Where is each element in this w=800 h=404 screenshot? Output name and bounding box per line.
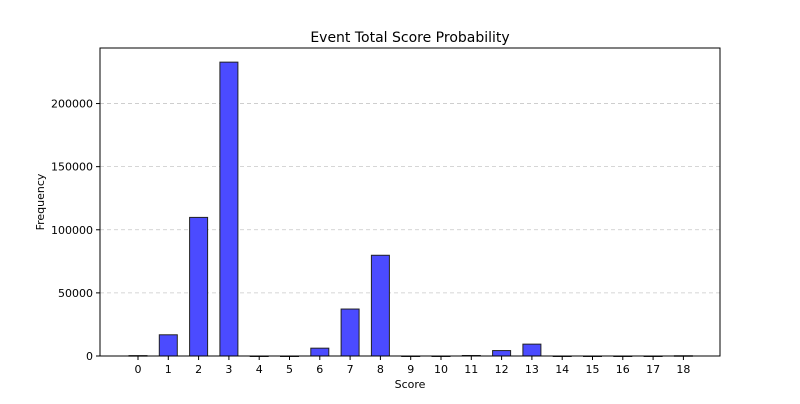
x-tick-label-9: 9 — [407, 363, 414, 376]
y-tick-label: 100000 — [51, 224, 93, 237]
x-tick-label-15: 15 — [586, 363, 600, 376]
x-axis-label: Score — [395, 378, 426, 391]
x-tick-label-10: 10 — [434, 363, 448, 376]
x-tick-label-4: 4 — [256, 363, 263, 376]
bars — [128, 61, 693, 357]
x-tick-label-5: 5 — [286, 363, 293, 376]
x-tick-label-2: 2 — [195, 363, 202, 376]
bar-12 — [492, 350, 512, 357]
plot-frame — [99, 47, 721, 357]
y-tick-label: 0 — [86, 350, 93, 363]
bar-7 — [340, 308, 360, 357]
x-tick-label-6: 6 — [316, 363, 323, 376]
bar-1 — [158, 334, 178, 357]
chart-title: Event Total Score Probability — [310, 30, 509, 46]
y-tick-label: 150000 — [51, 161, 93, 174]
x-axis-ticks: 0 1 2 3 4 5 6 7 8 9 10 11 12 13 14 15 16 17 18 — [135, 356, 690, 376]
x-tick-label-7: 7 — [347, 363, 354, 376]
x-tick-label-0: 0 — [135, 363, 142, 376]
bar-6 — [310, 347, 330, 357]
y-axis-label: Frequency — [34, 173, 47, 230]
x-tick-label-16: 16 — [616, 363, 630, 376]
x-tick-label-18: 18 — [676, 363, 690, 376]
x-tick-label-11: 11 — [464, 363, 478, 376]
bar-13 — [522, 343, 542, 357]
bar-8 — [370, 254, 390, 357]
grid-lines — [100, 103, 720, 294]
x-tick-label-17: 17 — [646, 363, 660, 376]
x-tick-label-1: 1 — [165, 363, 172, 376]
x-tick-label-8: 8 — [377, 363, 384, 376]
y-tick-label: 50000 — [58, 287, 93, 300]
y-axis-ticks: 0 50000 100000 150000 200000 — [51, 98, 100, 363]
bar-2 — [189, 216, 209, 357]
x-tick-label-14: 14 — [555, 363, 569, 376]
x-tick-label-13: 13 — [525, 363, 539, 376]
bar-3 — [219, 61, 239, 357]
x-tick-label-12: 12 — [495, 363, 509, 376]
x-tick-label-3: 3 — [225, 363, 232, 376]
y-tick-label: 200000 — [51, 98, 93, 111]
